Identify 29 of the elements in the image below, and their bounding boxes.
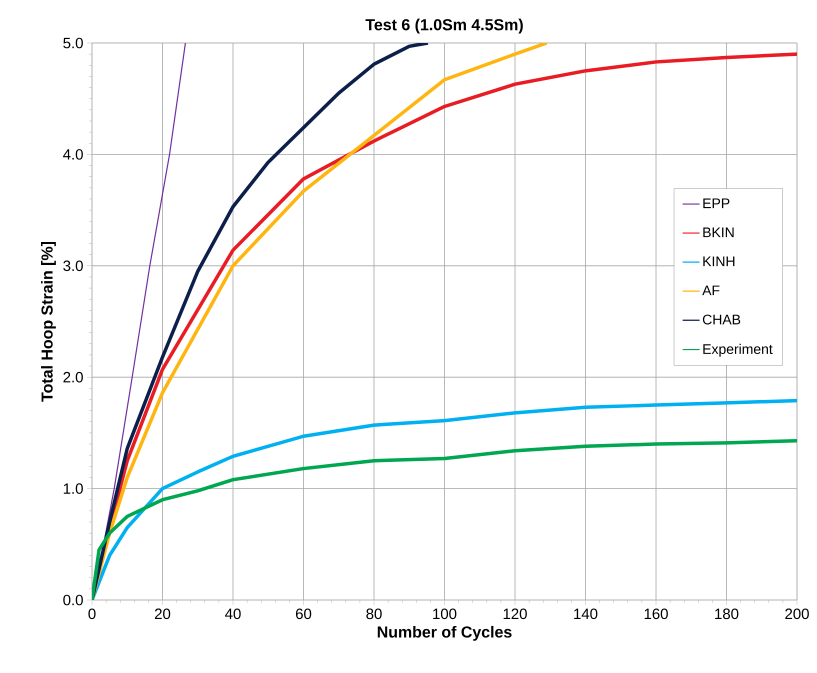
- x-tick-label: 180: [715, 608, 738, 620]
- x-tick-label: 160: [644, 608, 668, 620]
- x-tick-label: 120: [504, 608, 527, 620]
- legend-label: BKIN: [703, 228, 734, 238]
- y-axis-title: Total Hoop Strain [%]: [41, 242, 56, 402]
- legend-label: KINH: [703, 256, 734, 266]
- legend-label: CHAB: [702, 314, 740, 324]
- y-tick-label: 5.0: [63, 38, 83, 48]
- chart-title: Test 6 (1.0Sm 4.5Sm): [366, 18, 523, 34]
- y-tick-label: 4.0: [63, 149, 83, 160]
- y-tick-label: 1.0: [64, 483, 83, 494]
- y-tick-label: 2.0: [63, 372, 83, 382]
- x-tick-label: 200: [785, 608, 809, 620]
- x-tick-label: 100: [433, 608, 456, 620]
- legend-label: Experiment: [703, 344, 773, 357]
- x-axis-title: Number of Cycles: [378, 626, 512, 641]
- line-series: [92, 43, 430, 600]
- y-tick-label: 0.0: [63, 594, 83, 606]
- x-tick-label: 20: [154, 608, 170, 620]
- x-tick-label: 40: [225, 608, 241, 620]
- line-series: [92, 438, 798, 600]
- line-series: [92, 398, 798, 600]
- x-tick-label: 80: [366, 608, 382, 620]
- legend-label: AF: [702, 286, 720, 296]
- x-tick-label: 140: [574, 608, 598, 620]
- x-tick-label: 60: [296, 608, 312, 620]
- y-tick-label: 3.0: [63, 260, 83, 272]
- legend-label: EPP: [703, 198, 730, 208]
- x-tick-label: 0: [88, 608, 96, 620]
